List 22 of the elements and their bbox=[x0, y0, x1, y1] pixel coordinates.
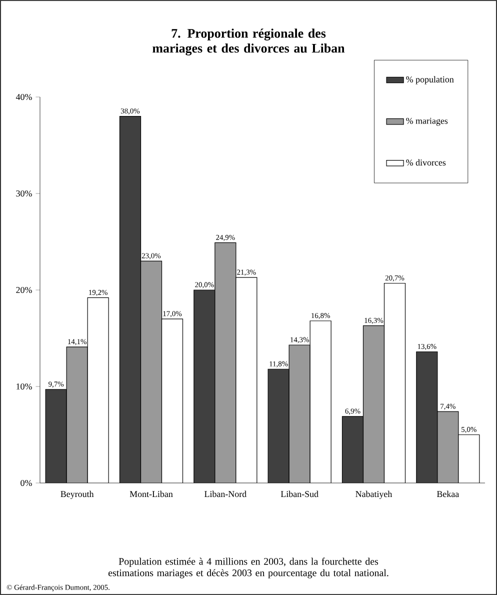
x-tick-label: Nabatiyeh bbox=[356, 490, 392, 499]
legend-label: % population bbox=[406, 76, 454, 84]
chart-title: 7. Proportion régionale des mariages et des divorces au Liban bbox=[152, 28, 345, 56]
y-tick-label: 0% bbox=[20, 480, 32, 486]
x-tick-label: Liban-Sud bbox=[280, 490, 318, 498]
bar bbox=[268, 369, 290, 483]
x-tick-label: Beyrouth bbox=[60, 490, 94, 499]
text: Population estimée à 4 millions en 2003, dans la fourchette des estimations mariages et décès 2003 en pourcentage du total national. bbox=[108, 558, 388, 578]
y-tick-label: 20% bbox=[16, 286, 32, 294]
bar bbox=[416, 351, 438, 483]
bar bbox=[46, 389, 67, 483]
x-tick-label: Bekaa bbox=[436, 490, 459, 498]
y-tick-label: 40% bbox=[16, 94, 32, 100]
legend-label: % divorces bbox=[406, 159, 446, 166]
legend-label: % mariages bbox=[406, 118, 448, 126]
x-tick-label: Mont-Liban bbox=[130, 490, 173, 498]
bar bbox=[342, 416, 364, 483]
bar bbox=[120, 116, 141, 483]
x-tick-label: Liban-Nord bbox=[204, 490, 246, 498]
y-tick-label: 30% bbox=[16, 190, 32, 197]
y-tick-label: 10% bbox=[16, 383, 32, 390]
bar bbox=[194, 290, 215, 483]
